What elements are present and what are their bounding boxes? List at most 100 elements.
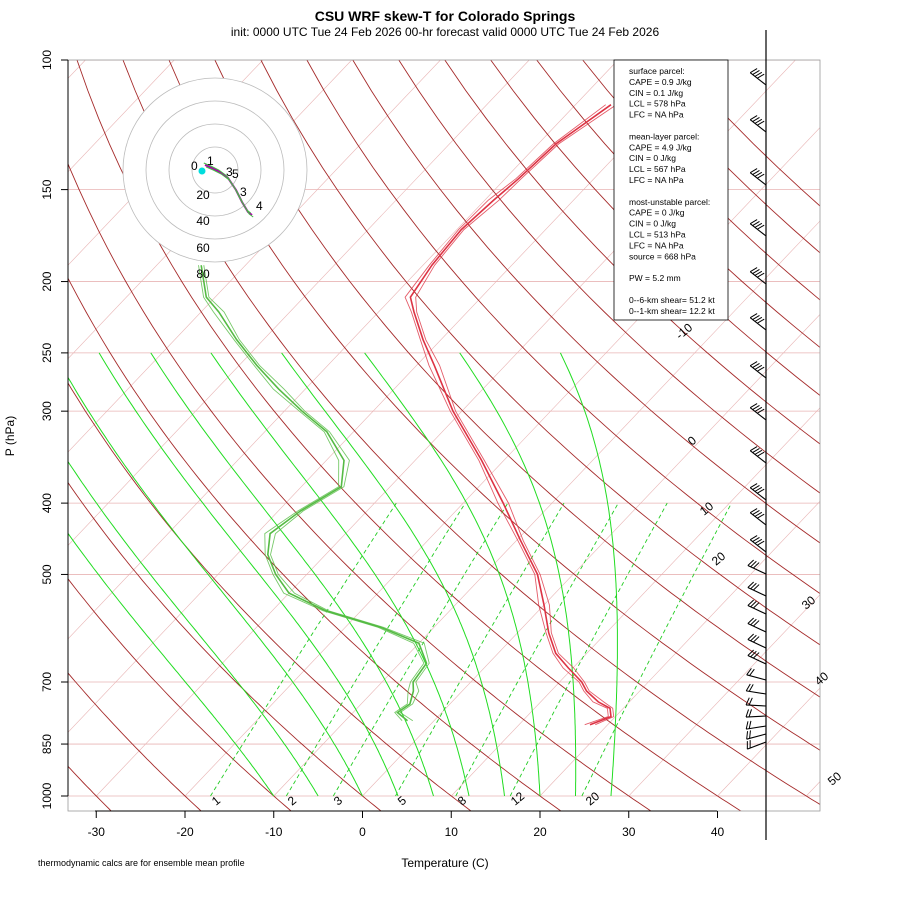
adiabats	[68, 60, 820, 811]
wind-barb-feather	[745, 721, 749, 730]
wind-barb-feather	[754, 171, 763, 177]
wind-barb-feather	[747, 633, 754, 640]
moist-adiabat-line	[150, 352, 434, 797]
hodograph-ring-label: 20	[196, 188, 210, 202]
wind-barb-feather	[757, 488, 765, 494]
dry-adiabat-line	[352, 60, 820, 544]
wind-barb-feather	[748, 720, 752, 729]
hodograph-height-label: 5	[232, 167, 239, 181]
mixing-ratio-line	[455, 502, 619, 797]
wind-barb-feather	[752, 363, 760, 368]
wind-barb-feather	[754, 71, 763, 77]
parcel-info-line: most-unstable parcel:	[629, 197, 710, 207]
wind-barb-feather	[754, 449, 763, 455]
isotherm-label: 50	[825, 769, 844, 789]
wind-barb-feather	[752, 485, 760, 490]
dry-adiabat-line	[168, 60, 820, 751]
dry-adiabat-line	[122, 60, 820, 805]
y-tick-label: 100	[40, 50, 54, 70]
hodograph-ring-label: 40	[196, 214, 210, 228]
mixing-ratio-label: 20	[583, 789, 602, 809]
wind-barb-feather	[754, 270, 763, 276]
parcel-info-line: 0--6-km shear= 51.2 kt	[629, 295, 715, 305]
hodograph-height-label: 3	[226, 165, 233, 179]
parcel-info-line: surface parcel:	[629, 66, 685, 76]
parcel-info-line: CIN = 0 J/kg	[629, 219, 676, 229]
x-tick-label: 30	[622, 825, 636, 839]
dry-adiabat-line	[214, 60, 820, 698]
wind-barb-feather	[750, 634, 757, 642]
wind-barb-feather	[752, 620, 760, 627]
hodograph-ring	[191, 146, 239, 194]
wind-barb-feather	[752, 117, 760, 122]
wind-barb-feather	[745, 697, 750, 706]
wind-barb-feather	[752, 269, 760, 274]
wind-barb-feather	[754, 511, 763, 517]
moist-adiabat-line	[459, 352, 577, 796]
wind-barb-feather	[746, 731, 749, 740]
wind-barb-feather	[749, 483, 758, 489]
parcel-info-line: CAPE = 0.9 J/kg	[629, 77, 692, 87]
wind-barb-feather	[750, 582, 757, 590]
wind-barb-feather	[749, 668, 755, 676]
wind-barb-feather	[747, 649, 754, 656]
dry-adiabat-line	[490, 60, 820, 396]
wind-barb-feather	[745, 683, 751, 692]
hodograph-ring	[145, 100, 285, 240]
y-axis: 100 150 200 250 300 400 500 700 850 1000	[40, 50, 69, 809]
wind-barb-feather	[747, 559, 754, 566]
x-tick-label: 20	[533, 825, 547, 839]
isotherm-label: 30	[799, 593, 818, 613]
parcel-info-line: LFC = NA hPa	[629, 110, 684, 120]
wind-barb-feather	[752, 652, 760, 659]
hodograph-ring-label: 60	[196, 241, 210, 255]
wind-barb-feather	[752, 584, 760, 591]
mixing-ratio-line	[210, 502, 397, 797]
moist-adiabat-line	[364, 352, 541, 797]
dry-adiabat-line	[306, 60, 820, 595]
x-axis-label: Temperature (C)	[401, 856, 488, 870]
moist-adiabat-line	[210, 352, 470, 797]
dewpoint-profile-line	[200, 265, 428, 722]
wind-barb-feather	[757, 513, 765, 519]
dry-adiabat-line	[68, 481, 382, 811]
parcel-info-line: LCL = 578 hPa	[629, 99, 686, 109]
moist-adiabat-line	[281, 352, 505, 797]
isotherm-line	[184, 127, 820, 797]
dry-adiabat-line	[68, 162, 652, 811]
parcel-info-line: CAPE = 0 J/kg	[629, 208, 685, 218]
dry-adiabat-line	[68, 277, 562, 811]
isotherm-line	[68, 60, 530, 546]
hodograph-trace	[203, 162, 252, 214]
parcel-info-line: LFC = NA hPa	[629, 240, 684, 250]
isotherm-line	[68, 60, 707, 733]
hodograph-start-marker	[198, 167, 206, 175]
dewpoint-profile-line	[203, 265, 430, 722]
wind-barb-feather	[752, 70, 760, 75]
parcel-info-line: 0--1-km shear= 12.2 kt	[629, 306, 715, 316]
wind-barb-feather	[752, 510, 760, 515]
temperature-profile-line	[404, 104, 609, 726]
y-tick-label: 500	[40, 564, 54, 584]
mixing-ratio-line	[285, 502, 466, 797]
wind-barb-feather	[750, 560, 757, 568]
dry-adiabat-line	[68, 382, 472, 811]
y-tick-label: 1000	[40, 782, 54, 809]
x-tick-label: 10	[445, 825, 459, 839]
y-tick-label: 700	[40, 672, 54, 692]
wind-barb-feather	[748, 697, 753, 706]
wind-barb-feather	[752, 221, 760, 226]
wind-barb-feather	[749, 730, 751, 739]
moist-adiabat-line	[68, 532, 275, 797]
isotherm-line	[539, 500, 820, 797]
wind-barb-feather	[754, 222, 763, 228]
x-axis: -30 -20 -10 0 10 20 30 40	[88, 810, 724, 839]
wind-barb-feather	[757, 272, 765, 278]
wind-barb-feather	[749, 446, 758, 452]
y-axis-label: P (hPa)	[3, 416, 17, 456]
dry-adiabat-line	[68, 672, 202, 811]
wind-barb-feather	[754, 364, 763, 370]
isotherm-line	[895, 60, 900, 796]
wind-barb-feather	[747, 617, 754, 624]
